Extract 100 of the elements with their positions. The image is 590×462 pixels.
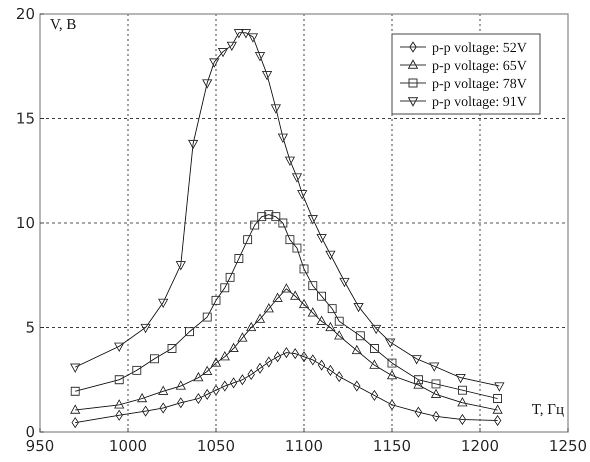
point [188, 140, 198, 149]
point [194, 393, 202, 404]
x-tick-label: 1250 [548, 437, 588, 455]
point [299, 299, 309, 308]
point [272, 292, 282, 302]
point [371, 324, 382, 334]
point [492, 404, 502, 414]
point [431, 389, 441, 398]
point [370, 360, 380, 369]
point [137, 393, 147, 402]
point [370, 344, 379, 353]
point [494, 382, 504, 392]
point [308, 215, 318, 224]
point [238, 332, 248, 342]
point [278, 134, 288, 143]
point [271, 212, 280, 222]
point [132, 366, 142, 375]
x-axis-title: T, Гц [532, 402, 564, 418]
point [300, 264, 308, 274]
point [202, 312, 212, 322]
point [292, 173, 302, 182]
point [334, 330, 344, 340]
point [316, 234, 326, 243]
point [458, 414, 466, 425]
point [385, 338, 396, 348]
x-tick-label: 1050 [196, 437, 236, 455]
legend-label: p-p voltage: 65V [432, 59, 527, 74]
x-tick-label: 1000 [108, 437, 148, 455]
point [257, 212, 266, 222]
point [234, 254, 244, 263]
point [414, 380, 424, 389]
point [318, 360, 326, 370]
point [432, 379, 440, 388]
point [202, 79, 212, 88]
point [194, 372, 204, 382]
point [458, 397, 468, 406]
x-tick-label: 1200 [460, 437, 500, 455]
point [114, 342, 124, 352]
point [230, 378, 238, 388]
point [202, 366, 212, 376]
point [387, 370, 397, 380]
point [432, 411, 440, 422]
point [243, 235, 252, 244]
point [264, 303, 274, 312]
y-tick-label: 15 [16, 110, 35, 128]
legend-label: p-p voltage: 91V [432, 95, 527, 110]
point [176, 380, 186, 390]
point [185, 327, 194, 336]
point [308, 281, 318, 290]
point [70, 404, 80, 414]
legend-label: p-p voltage: 78V [432, 77, 527, 92]
point [412, 355, 422, 364]
point [458, 386, 467, 395]
point [241, 29, 251, 38]
point [234, 29, 244, 38]
point [220, 283, 230, 292]
point [300, 352, 308, 362]
y-tick-label: 20 [16, 5, 35, 23]
point [316, 316, 326, 325]
point [282, 347, 290, 358]
point [256, 363, 264, 374]
point [246, 322, 256, 332]
point [228, 343, 238, 352]
point [220, 352, 230, 360]
point [290, 290, 300, 300]
x-tick-label: 1150 [372, 437, 412, 455]
point [262, 70, 272, 80]
point [278, 218, 288, 228]
point [209, 58, 220, 68]
y-tick-label: 10 [16, 214, 35, 232]
point [158, 386, 168, 395]
point [218, 48, 228, 57]
point [388, 400, 396, 410]
point [142, 406, 150, 416]
point [226, 42, 237, 51]
point [328, 304, 337, 314]
point [212, 384, 220, 396]
x-tick-label: 1100 [284, 437, 324, 455]
point [168, 344, 176, 353]
point [255, 314, 265, 323]
point [158, 298, 168, 308]
point [140, 324, 150, 333]
point [248, 33, 258, 42]
point [297, 190, 308, 199]
point [270, 104, 281, 114]
point [308, 308, 318, 317]
point [150, 354, 159, 364]
point [274, 352, 282, 362]
point [70, 364, 80, 372]
point [340, 278, 350, 287]
point [317, 292, 326, 301]
point [352, 345, 362, 354]
point [370, 390, 378, 401]
point [264, 210, 274, 220]
point [114, 400, 124, 408]
legend-label: p-p voltage: 52V [432, 41, 527, 56]
point [211, 358, 221, 367]
point [354, 302, 364, 312]
point [326, 250, 336, 260]
point [494, 415, 502, 426]
